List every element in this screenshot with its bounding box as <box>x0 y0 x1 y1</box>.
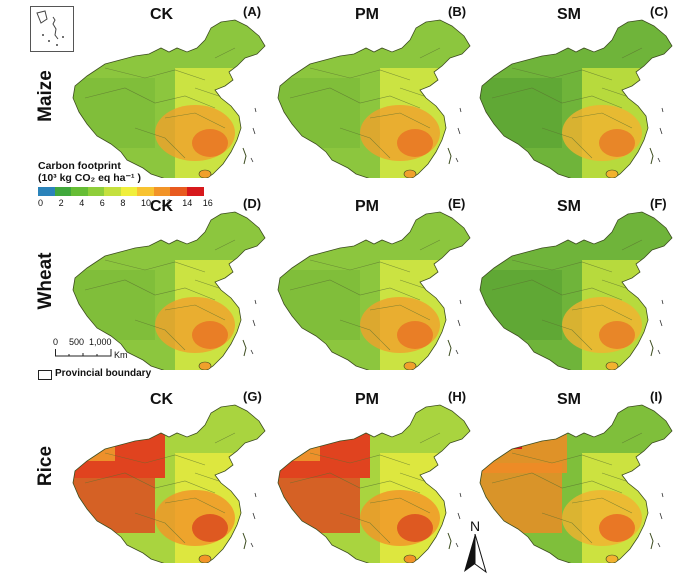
map-panel-wheat-pm: PM (E) <box>270 196 475 370</box>
inset-map <box>30 6 74 52</box>
scale-line <box>55 349 112 357</box>
legend-swatch <box>38 187 55 196</box>
panel-letter: (I) <box>650 389 663 404</box>
china-map-3 <box>72 211 266 370</box>
north-arrow: N <box>462 518 488 574</box>
map-panel-wheat-sm: SM (F) <box>472 196 677 370</box>
legend-color-bar <box>38 187 204 196</box>
panel-title: PM <box>355 198 379 215</box>
legend-swatch <box>153 187 171 196</box>
map-panel-rice-ck: CK (G) <box>65 389 270 563</box>
panel-letter: (C) <box>650 4 669 19</box>
legend-tick-label: 10 <box>141 198 152 208</box>
legend-swatch <box>186 187 204 196</box>
map-panel-rice-sm: SM (I) <box>472 389 677 563</box>
legend-tick-label: 16 <box>202 198 213 208</box>
panel-letter: (H) <box>448 389 467 404</box>
legend-swatch <box>54 187 72 196</box>
scale-unit: Km <box>114 350 128 360</box>
legend-tick-label: 2 <box>58 198 64 208</box>
legend-tick-label: 4 <box>79 198 85 208</box>
scale-label-0: 0 <box>53 337 59 347</box>
legend-swatch <box>120 187 138 196</box>
scale-label-1000: 1,000 <box>89 337 112 347</box>
panel-letter: (B) <box>448 4 467 19</box>
map-panel-wheat-ck: CK (D) <box>65 196 270 370</box>
china-map-0 <box>72 19 266 178</box>
legend-swatch <box>104 187 121 196</box>
legend-title-line1: Carbon footprint <box>38 160 121 172</box>
panel-letter: (A) <box>243 4 262 19</box>
china-map-5 <box>479 211 673 370</box>
legend-swatch <box>71 187 88 196</box>
legend: Carbon footprint (10³ kg CO₂ eq ha⁻¹ ) 0… <box>38 160 213 212</box>
boundary-key: Provincial boundary <box>38 368 178 382</box>
legend-tick-label: 8 <box>120 198 126 208</box>
row-label-rice: Rice <box>35 445 56 487</box>
legend-swatch <box>170 187 187 196</box>
boundary-swatch <box>38 370 52 380</box>
map-panel-maize-pm: PM (B) <box>270 4 475 178</box>
legend-tick-label: 0 <box>38 198 44 208</box>
legend-tick-label: 6 <box>99 198 105 208</box>
china-map-2 <box>479 19 673 178</box>
panel-title: SM <box>557 6 581 23</box>
panel-title: CK <box>150 198 174 215</box>
panel-letter: (E) <box>448 196 466 211</box>
map-panel-maize-ck: CK (A) <box>65 4 270 178</box>
panel-letter: (D) <box>243 196 262 211</box>
china-map-8 <box>479 404 673 563</box>
map-panel-rice-pm: PM (H) <box>270 389 475 563</box>
panel-title: CK <box>150 391 174 408</box>
panel-letter: (F) <box>650 196 667 211</box>
north-arrow-icon <box>464 534 487 574</box>
row-label-wheat: Wheat <box>35 252 56 310</box>
boundary-label: Provincial boundary <box>55 368 152 379</box>
panel-title: SM <box>557 198 581 215</box>
panel-title: CK <box>150 6 174 23</box>
legend-title-line2: (10³ kg CO₂ eq ha⁻¹ ) <box>38 172 141 184</box>
legend-swatch <box>137 187 154 196</box>
north-label: N <box>470 518 481 534</box>
map-panel-maize-sm: SM (C) <box>472 4 677 178</box>
china-map-4 <box>277 211 471 370</box>
scale-label-500: 500 <box>69 337 85 347</box>
panel-title: PM <box>355 391 379 408</box>
china-map-7 <box>277 404 471 563</box>
china-map-6 <box>72 404 266 563</box>
legend-tick-label: 12 <box>161 198 172 208</box>
legend-tick-label: 14 <box>182 198 193 208</box>
china-map-1 <box>277 19 471 178</box>
panel-letter: (G) <box>243 389 262 404</box>
panel-title: SM <box>557 391 581 408</box>
panel-title: PM <box>355 6 379 23</box>
row-label-maize: Maize <box>35 70 56 122</box>
legend-ticks: 0 2 4 6 8 10 12 14 16 <box>38 198 213 210</box>
scale-bar: 0 500 1,000 Km <box>50 337 140 363</box>
legend-swatch <box>87 187 105 196</box>
